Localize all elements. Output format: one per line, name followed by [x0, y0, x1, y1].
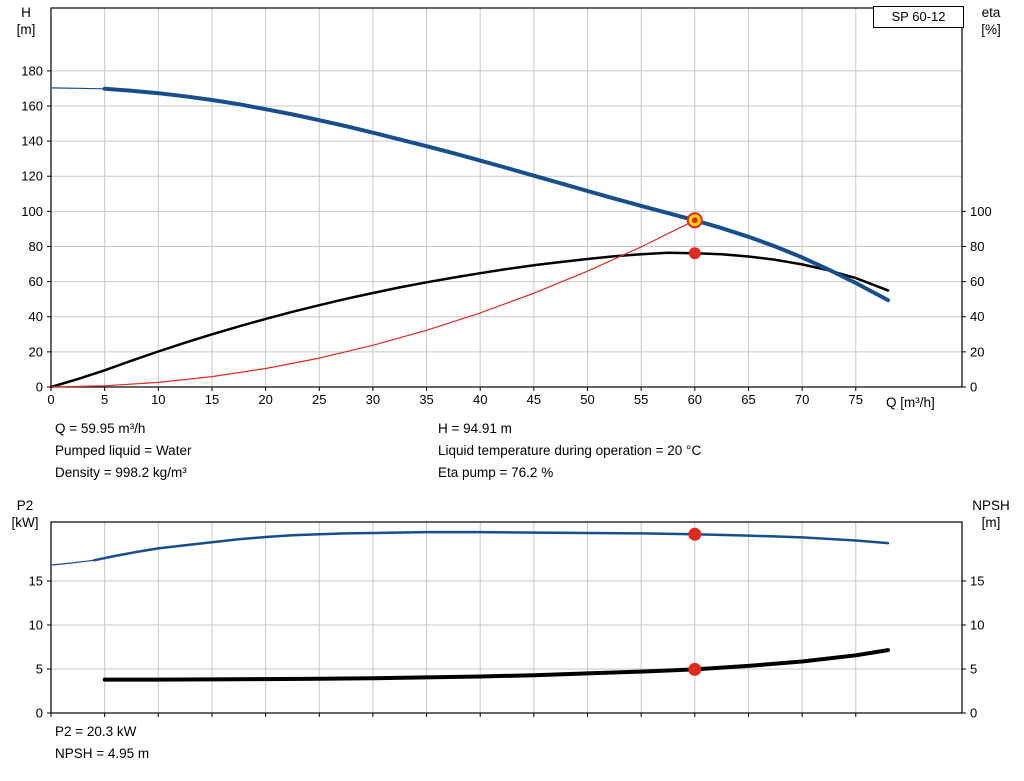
eta-axis-title: eta [%] [966, 4, 1016, 38]
head-curve [102, 86, 890, 303]
readout-head: H = 94.91 m [438, 421, 512, 436]
npsh-curve [102, 648, 890, 682]
tick-label: 45 [527, 392, 541, 407]
tick-label: 65 [741, 392, 755, 407]
tick-label: 25 [312, 392, 326, 407]
readout-pumped-liquid: Pumped liquid = Water [55, 443, 192, 458]
duty-readout-left: Q = 59.95 m³/h Pumped liquid = Water Den… [55, 418, 191, 484]
tick-label: 60 [29, 274, 43, 289]
duty-readout-right: H = 94.91 m Liquid temperature during op… [438, 418, 701, 484]
p2-curve [92, 530, 890, 562]
tick-label: 10 [29, 617, 43, 632]
readout-flow: Q = 59.95 m³/h [55, 421, 146, 436]
pump-model-box: SP 60-12 [873, 6, 964, 28]
p2-axis-title: P2 [kW] [0, 497, 50, 531]
tick-label: 160 [21, 98, 43, 113]
tick-label: 5 [101, 392, 108, 407]
tick-label: 70 [795, 392, 809, 407]
plot-frame [50, 7, 963, 388]
tick-label: 5 [36, 661, 43, 676]
readout-liquid-temperature: Liquid temperature during operation = 20… [438, 443, 702, 458]
readout-p2: P2 = 20.3 kW [55, 724, 137, 739]
tick-label: 35 [419, 392, 433, 407]
tick-label: 100 [21, 204, 43, 219]
tick-label: 20 [258, 392, 272, 407]
tick-label: 40 [970, 309, 984, 324]
efficiency-curve [49, 251, 890, 389]
system-curve [50, 219, 696, 388]
tick-label: 0 [36, 706, 43, 721]
tick-label: 0 [36, 380, 43, 395]
tick-label: 80 [970, 239, 984, 254]
efficiency-point [688, 247, 701, 260]
tick-label: 80 [29, 239, 43, 254]
head-axis-title-symbol: H [21, 5, 31, 20]
tick-label: 20 [970, 344, 984, 359]
duty-point-center [691, 217, 698, 224]
tick-label: 100 [970, 204, 992, 219]
tick-label: 30 [366, 392, 380, 407]
tick-label: 40 [29, 309, 43, 324]
readout-npsh: NPSH = 4.95 m [55, 746, 150, 761]
tick-label: 60 [688, 392, 702, 407]
tick-label: 0 [47, 392, 54, 407]
tick-label: 140 [21, 134, 43, 149]
tick-label: 10 [151, 392, 165, 407]
tick-label: 180 [21, 63, 43, 78]
head-axis-title: H [m] [4, 4, 48, 38]
npsh-axis-title-symbol: NPSH [972, 498, 1010, 513]
tick-label: 15 [970, 573, 984, 588]
tick-label: 15 [29, 573, 43, 588]
readout-density: Density = 998.2 kg/m³ [55, 465, 187, 480]
tick-label: 5 [970, 661, 977, 676]
head-curve-lead [50, 87, 106, 90]
eta-axis-title-symbol: eta [981, 5, 1001, 20]
p2-axis-title-symbol: P2 [16, 498, 34, 513]
plot-frame [50, 521, 963, 714]
npsh-axis-title: NPSH [m] [962, 497, 1020, 531]
power-npsh-readout: P2 = 20.3 kW NPSH = 4.95 m [55, 721, 149, 765]
flow-axis-label: Q [m³/h] [886, 395, 935, 410]
tick-label: 120 [21, 169, 43, 184]
p2-curve-lead [50, 559, 95, 566]
p2-axis-title-unit: [kW] [11, 515, 39, 530]
tick-label: 60 [970, 274, 984, 289]
npsh-point [688, 662, 702, 676]
eta-axis-title-unit: [%] [981, 22, 1001, 37]
p2-point [688, 527, 702, 541]
tick-label: 20 [29, 344, 43, 359]
tick-label: 15 [205, 392, 219, 407]
tick-label: 50 [580, 392, 594, 407]
readout-eta-pump: Eta pump = 76.2 % [438, 465, 554, 480]
tick-label: 75 [849, 392, 863, 407]
tick-label: 55 [634, 392, 648, 407]
tick-label: 0 [970, 706, 977, 721]
tick-label: 0 [970, 380, 977, 395]
tick-label: 10 [970, 617, 984, 632]
head-axis-title-unit: [m] [16, 22, 36, 37]
npsh-axis-title-unit: [m] [981, 515, 1001, 530]
tick-label: 40 [473, 392, 487, 407]
